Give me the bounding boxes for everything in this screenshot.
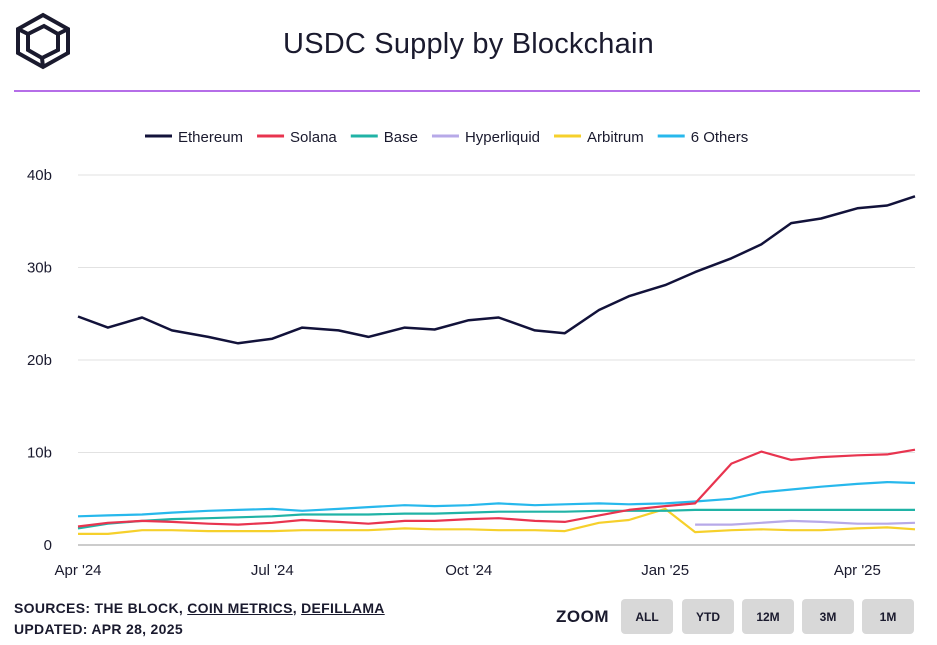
chart-grid — [78, 174, 915, 546]
zoom-ytd-button[interactable]: YTD — [682, 599, 734, 634]
x-tick-label: Jan '25 — [641, 562, 689, 579]
legend-label: Arbitrum — [587, 129, 644, 146]
series-line-arbitrum — [78, 507, 916, 535]
sources-note: SOURCES: THE BLOCK, COIN METRICS, DEFILL… — [14, 600, 385, 616]
legend-label: Ethereum — [178, 129, 243, 146]
source-link-defillama[interactable]: DEFILLAMA — [301, 600, 385, 616]
chart-legend: Ethereum Solana Base Hyperliquid Arbitrum 6 O… — [145, 129, 748, 146]
x-tick-label: Jul '24 — [251, 562, 294, 579]
sources-prefix: SOURCES: THE BLOCK, — [14, 600, 188, 616]
legend-label: Base — [384, 129, 418, 146]
zoom-label: ZOOM — [556, 607, 609, 626]
series-line-hyperliquid — [695, 519, 916, 526]
series-line-6-others — [77, 481, 916, 518]
y-axis: 0 10b 20b 30b 40b — [27, 167, 52, 554]
source-link-coin-metrics[interactable]: COIN METRICS — [187, 600, 293, 616]
legend-label: Hyperliquid — [465, 129, 540, 146]
zoom-1m-button[interactable]: 1M — [862, 599, 914, 634]
chart-title: USDC Supply by Blockchain — [283, 28, 654, 60]
legend-label: 6 Others — [691, 129, 749, 146]
sources-separator: , — [292, 600, 302, 616]
title-divider — [14, 90, 920, 92]
y-tick-label: 30b — [27, 260, 52, 277]
zoom-12m-button[interactable]: 12M — [742, 599, 794, 634]
zoom-all-button[interactable]: ALL — [621, 599, 673, 634]
y-tick-label: 40b — [27, 167, 52, 184]
series-line-ethereum — [77, 195, 916, 345]
y-tick-label: 10b — [27, 445, 52, 462]
legend-label: Solana — [290, 129, 337, 146]
cube-logo-icon — [16, 12, 70, 70]
y-tick-label: 20b — [27, 352, 52, 369]
legend-item: Ethereum — [145, 129, 243, 146]
x-axis: Apr '24 Jul '24 Oct '24 Jan '25 Apr '25 — [54, 562, 880, 579]
x-tick-label: Apr '24 — [54, 562, 101, 579]
y-tick-label: 0 — [44, 537, 52, 554]
series-line-base — [77, 508, 915, 530]
legend-item: Base — [350, 129, 418, 146]
series-line-solana — [77, 448, 916, 528]
legend-item: Solana — [257, 129, 337, 146]
x-tick-label: Apr '25 — [834, 562, 881, 579]
legend-item: Hyperliquid — [431, 129, 540, 146]
line-chart: Ethereum Solana Base Hyperliquid Arbitrum 6 O… — [27, 129, 916, 579]
x-tick-label: Oct '24 — [445, 562, 492, 579]
legend-item: 6 Others — [657, 129, 749, 146]
chart-series — [77, 195, 916, 535]
zoom-3m-button[interactable]: 3M — [802, 599, 854, 634]
updated-note: UPDATED: APR 28, 2025 — [14, 621, 183, 637]
legend-item: Arbitrum — [554, 129, 644, 146]
